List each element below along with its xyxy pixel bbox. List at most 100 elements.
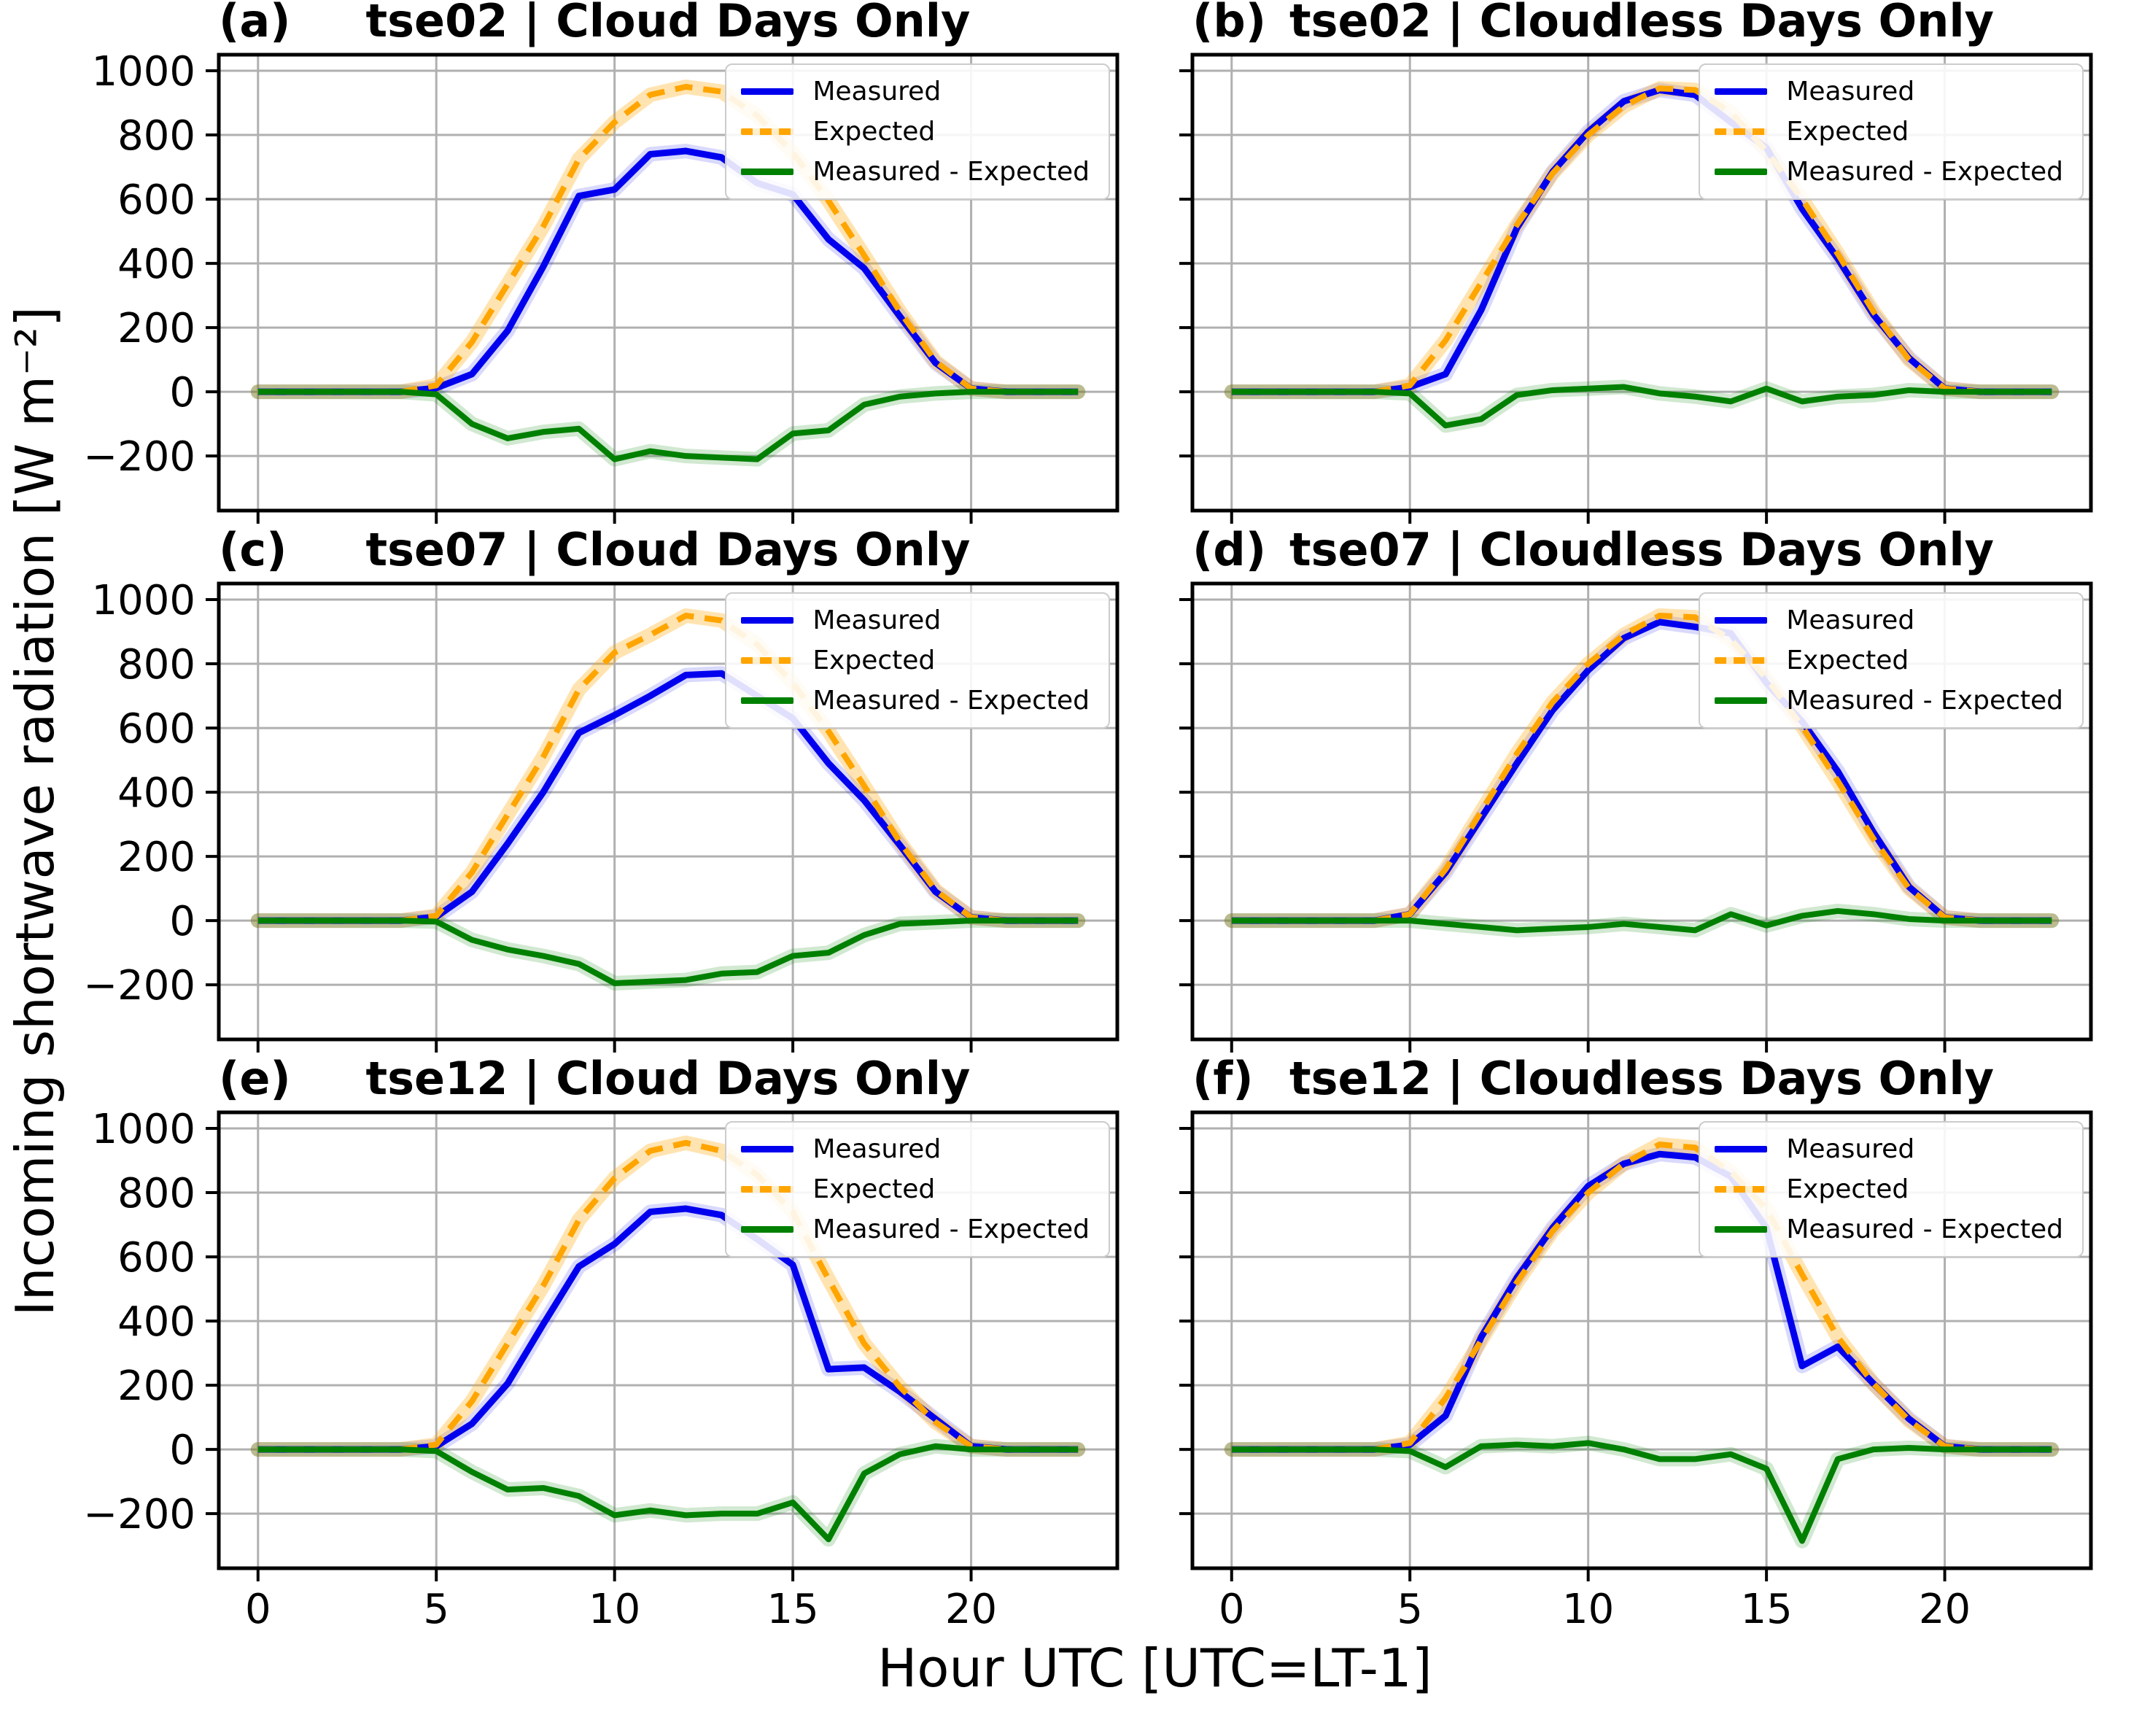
svg-text:0: 0 <box>1219 1586 1245 1633</box>
legend-measured-line-icon <box>1715 88 1768 95</box>
legend-expected-dashed-line-icon <box>1715 1186 1768 1193</box>
panel-c-title: tse07 | Cloud Days Only <box>365 523 971 576</box>
panel-d-letter: (d) <box>1192 523 1267 576</box>
panel-d-header: (d) tse07 | Cloudless Days Only <box>1192 511 2091 584</box>
panel-b-header: (b) tse02 | Cloudless Days Only <box>1192 0 2091 55</box>
legend-row-measured: Measured <box>1715 77 2063 106</box>
legend-measured-label: Measured <box>812 605 942 635</box>
svg-text:1000: 1000 <box>91 577 195 624</box>
legend-measured-line-icon <box>1715 617 1768 624</box>
svg-text:400: 400 <box>117 241 195 288</box>
svg-text:10: 10 <box>1562 1586 1614 1633</box>
panel-e-plot-svg: 0 5 10 15 20 −200 0 200 400 600 800 1000 <box>83 1106 1119 1633</box>
svg-text:15: 15 <box>1740 1586 1792 1633</box>
svg-text:5: 5 <box>423 1586 449 1633</box>
legend-row-measured: Measured <box>741 605 1090 635</box>
legend-diff-label: Measured - Expected <box>1786 157 2063 187</box>
panel-a-legend: Measured Expected Measured - Expected <box>725 63 1110 200</box>
svg-text:−200: −200 <box>83 1491 195 1538</box>
panel-e-header: (e) tse12 | Cloud Days Only <box>219 1039 1117 1112</box>
legend-expected-dashed-line-icon <box>741 1186 794 1193</box>
svg-text:−200: −200 <box>83 433 195 481</box>
legend-measured-label: Measured <box>1786 77 1915 106</box>
y-axis-label: Incoming shortwave radiation [W m⁻²] <box>0 55 69 1568</box>
panel-f-letter: (f) <box>1192 1052 1254 1105</box>
legend-measured-line-icon <box>741 617 794 624</box>
svg-text:600: 600 <box>117 1234 195 1282</box>
svg-text:600: 600 <box>117 705 195 753</box>
x-axis-label: Hour UTC [UTC=LT-1] <box>877 1638 1432 1699</box>
svg-text:800: 800 <box>117 641 195 689</box>
legend-row-expected: Expected <box>1715 646 2063 675</box>
legend-row-expected: Expected <box>1715 1174 2063 1204</box>
panel-d-title: tse07 | Cloudless Days Only <box>1289 523 1995 576</box>
svg-text:200: 200 <box>117 305 195 352</box>
panel-a-plot-svg: −200 0 200 400 600 800 1000 <box>83 48 1119 524</box>
legend-row-expected: Expected <box>1715 117 2063 147</box>
panel-a: (a) tse02 | Cloud Days Only −200 0 200 400 6… <box>83 0 1119 524</box>
svg-text:20: 20 <box>1919 1586 1971 1633</box>
svg-text:200: 200 <box>117 834 195 881</box>
legend-diff-line-icon <box>1715 1226 1768 1233</box>
legend-row-measured: Measured <box>1715 1134 2063 1164</box>
legend-diff-label: Measured - Expected <box>812 686 1090 716</box>
legend-diff-label: Measured - Expected <box>812 1214 1090 1244</box>
panel-f-plot-wrap: 0 5 10 15 20 Measured Expected Measured - Ex… <box>1179 1110 2093 1633</box>
svg-text:0: 0 <box>169 1427 195 1474</box>
panel-c-header: (c) tse07 | Cloud Days Only <box>219 511 1117 584</box>
panel-e-plot-wrap: 0 5 10 15 20 −200 0 200 400 600 800 1000 Measured E… <box>83 1106 1119 1633</box>
panel-c-plot-wrap: −200 0 200 400 600 800 1000 Measured Expected … <box>83 577 1119 1053</box>
legend-measured-label: Measured <box>1786 1134 1915 1164</box>
legend-row-expected: Expected <box>741 117 1090 147</box>
panel-a-plot-wrap: −200 0 200 400 600 800 1000 Measured Expected … <box>83 48 1119 524</box>
legend-row-diff: Measured - Expected <box>1715 1214 2063 1244</box>
legend-measured-label: Measured <box>812 77 942 106</box>
svg-text:0: 0 <box>169 369 195 416</box>
panel-d-plot-svg <box>1179 581 2093 1053</box>
svg-text:400: 400 <box>117 1298 195 1346</box>
legend-expected-dashed-line-icon <box>741 657 794 664</box>
legend-diff-line-icon <box>741 697 794 704</box>
legend-measured-line-icon <box>1715 1146 1768 1152</box>
svg-text:400: 400 <box>117 770 195 817</box>
legend-expected-dashed-line-icon <box>1715 128 1768 135</box>
svg-text:15: 15 <box>767 1586 818 1633</box>
legend-row-expected: Expected <box>741 646 1090 675</box>
legend-diff-line-icon <box>1715 168 1768 175</box>
legend-row-diff: Measured - Expected <box>1715 157 2063 187</box>
panel-d-plot-wrap: Measured Expected Measured - Expected <box>1179 581 2093 1053</box>
panel-f-legend: Measured Expected Measured - Expected <box>1699 1121 2084 1258</box>
svg-text:800: 800 <box>117 112 195 160</box>
svg-text:800: 800 <box>117 1170 195 1217</box>
legend-measured-label: Measured <box>812 1134 942 1164</box>
legend-row-diff: Measured - Expected <box>741 686 1090 716</box>
panel-b: (b) tse02 | Cloudless Days Only Measured… <box>1179 0 2093 524</box>
svg-text:0: 0 <box>169 898 195 945</box>
svg-text:20: 20 <box>945 1586 997 1633</box>
panel-e: (e) tse12 | Cloud Days Only 0 5 10 15 20 −200… <box>83 1039 1119 1633</box>
panel-a-letter: (a) <box>219 0 291 47</box>
legend-row-measured: Measured <box>741 77 1090 106</box>
panel-b-plot-svg <box>1179 53 2093 524</box>
panel-c-plot-svg: −200 0 200 400 600 800 1000 <box>83 577 1119 1053</box>
panel-b-plot-wrap: Measured Expected Measured - Expected <box>1179 53 2093 524</box>
panel-b-title: tse02 | Cloudless Days Only <box>1289 0 1995 47</box>
legend-row-diff: Measured - Expected <box>741 1214 1090 1244</box>
panel-d: (d) tse07 | Cloudless Days Only Measured… <box>1179 511 2093 1053</box>
legend-expected-label: Expected <box>812 1174 936 1204</box>
legend-diff-label: Measured - Expected <box>1786 1214 2063 1244</box>
legend-diff-line-icon <box>741 168 794 175</box>
panel-c-legend: Measured Expected Measured - Expected <box>725 592 1110 729</box>
legend-row-measured: Measured <box>1715 605 2063 635</box>
panel-f-title: tse12 | Cloudless Days Only <box>1289 1052 1995 1105</box>
legend-expected-label: Expected <box>1786 646 1909 675</box>
legend-row-diff: Measured - Expected <box>741 157 1090 187</box>
legend-row-expected: Expected <box>741 1174 1090 1204</box>
legend-measured-line-icon <box>741 88 794 95</box>
legend-measured-label: Measured <box>1786 605 1915 635</box>
panel-c-letter: (c) <box>219 523 287 576</box>
legend-diff-label: Measured - Expected <box>1786 686 2063 716</box>
panel-b-letter: (b) <box>1192 0 1267 47</box>
panel-a-title: tse02 | Cloud Days Only <box>365 0 971 47</box>
